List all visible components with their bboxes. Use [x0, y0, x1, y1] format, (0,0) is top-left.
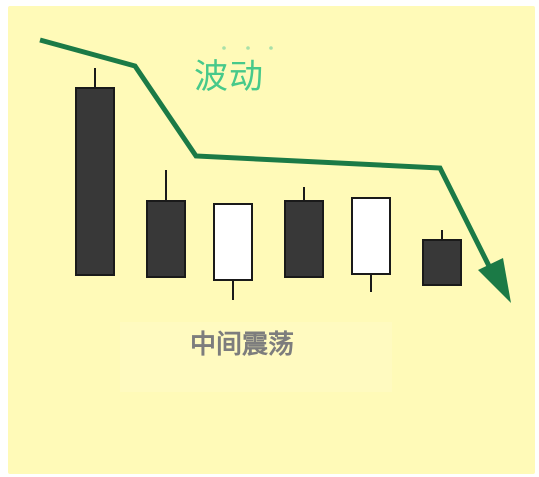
trend-arrow-icon	[39, 37, 511, 303]
bearish-candle	[146, 170, 186, 278]
candles-group	[75, 68, 462, 300]
diagram-title: 波动	[194, 57, 264, 97]
bullish-candle	[213, 203, 253, 300]
faint-dot	[269, 46, 273, 50]
candle-body	[75, 87, 115, 276]
candle-body	[284, 200, 324, 278]
caption-box	[120, 322, 392, 392]
candle-body	[213, 203, 253, 281]
faint-dot	[246, 46, 250, 50]
faint-dot	[222, 46, 226, 50]
candle-body	[146, 200, 186, 278]
trend-arrow-line	[39, 37, 499, 282]
candle-body	[351, 197, 391, 275]
candle-body	[422, 239, 462, 286]
bearish-candle	[422, 230, 462, 286]
diagram-caption: 中间震荡	[190, 330, 295, 360]
faint-marks	[222, 46, 273, 50]
bearish-candle	[75, 68, 115, 276]
trend-arrow-head	[478, 258, 511, 303]
bullish-candle	[351, 197, 391, 292]
bearish-candle	[284, 187, 324, 278]
